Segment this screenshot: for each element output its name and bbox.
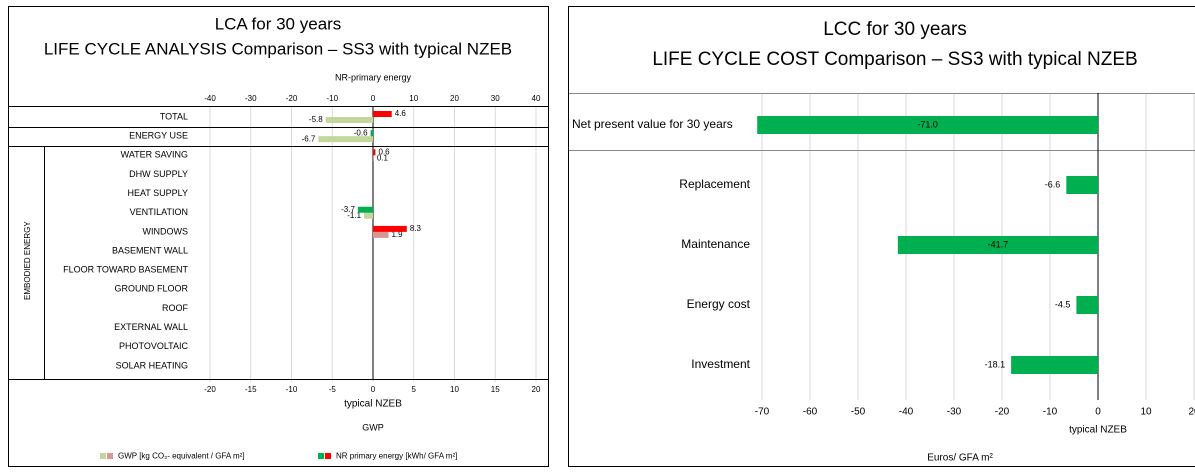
bar <box>373 231 389 238</box>
zero-label: typical NZEB <box>344 399 402 410</box>
bar <box>318 136 373 143</box>
legend-swatch <box>318 453 324 459</box>
value-label: -4.5 <box>1055 299 1071 309</box>
x2-tick-label: 20 <box>450 94 459 103</box>
x2-tick-label: -10 <box>326 94 338 103</box>
value-label: -3.7 <box>341 205 355 214</box>
zero-label: typical NZEB <box>1069 425 1127 436</box>
x-tick-label: -10 <box>1043 407 1058 418</box>
x-tick-label: -5 <box>329 385 337 394</box>
lcc-panel <box>568 6 1195 467</box>
x-tick-label: -50 <box>851 407 866 418</box>
bar <box>357 206 373 213</box>
x-tick-label: 20 <box>1188 407 1195 418</box>
bar <box>370 130 373 137</box>
category-label: VENTILATION <box>130 207 188 217</box>
category-label: GROUND FLOOR <box>114 284 188 294</box>
bar <box>1066 176 1098 194</box>
category-label: FLOOR TOWARD BASEMENT <box>63 265 188 275</box>
category-label: Investment <box>691 357 750 371</box>
x2-tick-label: 30 <box>491 94 500 103</box>
value-label: 0.1 <box>377 153 389 162</box>
category-label: ENERGY USE <box>129 131 188 141</box>
value-label: -6.6 <box>1045 179 1061 189</box>
bar <box>897 236 1098 254</box>
legend-label: GWP [kg CO₂- equivalent / GFA m²] <box>118 452 245 461</box>
x-tick-label: 0 <box>371 385 376 394</box>
bar <box>1076 296 1098 314</box>
x2-axis-label: NR-primary energy <box>335 72 412 82</box>
lca-chart: LCA for 30 years LIFE CYCLE ANALYSIS Comp… <box>8 14 548 461</box>
bar <box>373 155 374 162</box>
value-label: 8.3 <box>410 224 422 233</box>
x-tick-label: 5 <box>412 385 417 394</box>
category-label: Replacement <box>679 177 750 191</box>
value-label: 0.6 <box>378 147 390 156</box>
category-label: EXTERNAL WALL <box>114 322 188 332</box>
x-tick-label: -20 <box>995 407 1010 418</box>
category-label: WINDOWS <box>143 226 189 236</box>
category-label: TOTAL <box>160 111 188 121</box>
chart-subtitle: LIFE CYCLE COST Comparison – SS3 with ty… <box>652 49 1137 70</box>
value-label: -6.7 <box>302 134 316 143</box>
value-label: -0.6 <box>354 128 368 137</box>
value-label: -18.1 <box>985 359 1006 369</box>
value-label: -41.7 <box>988 239 1009 249</box>
bar <box>373 149 376 156</box>
lcc-chart: LCC for 30 years LIFE CYCLE COST Comparis… <box>569 19 1195 464</box>
legend-label: NR primary energy [kWh/ GFA m²] <box>336 452 457 461</box>
chart-title: LCA for 30 years <box>215 14 342 33</box>
x-tick-label: 10 <box>450 385 459 394</box>
category-label: Maintenance <box>681 237 750 251</box>
value-label: -71.0 <box>917 119 938 129</box>
x-tick-label: -20 <box>204 385 216 394</box>
bar <box>373 225 407 232</box>
x-tick-label: -10 <box>286 385 298 394</box>
x2-tick-label: 0 <box>371 94 376 103</box>
category-label: HEAT SUPPLY <box>127 188 188 198</box>
x2-tick-label: -30 <box>245 94 257 103</box>
category-label: DHW SUPPLY <box>129 169 188 179</box>
x-tick-label: 20 <box>532 385 541 394</box>
x-tick-label: -15 <box>245 385 257 394</box>
bar <box>757 116 1098 134</box>
x-tick-label: -30 <box>947 407 962 418</box>
x-tick-label: 0 <box>1095 407 1101 418</box>
x2-tick-label: -20 <box>286 94 298 103</box>
chart-title: LCC for 30 years <box>823 19 967 40</box>
category-label: WATER SAVING <box>121 150 188 160</box>
lca-panel <box>8 6 549 467</box>
x-axis-label: Euros/ GFA m² <box>927 453 993 464</box>
value-label: -1.1 <box>347 211 361 220</box>
x-tick-label: 10 <box>1140 407 1152 418</box>
bar <box>373 111 392 117</box>
group-label: EMBODIED ENERGY <box>23 221 32 300</box>
x-tick-label: -60 <box>803 407 818 418</box>
x2-tick-label: 10 <box>409 94 418 103</box>
x-tick-label: -70 <box>755 407 770 418</box>
x-tick-label: -40 <box>899 407 914 418</box>
x2-tick-label: 40 <box>532 94 541 103</box>
legend-swatch <box>325 453 331 459</box>
value-label: -5.8 <box>309 115 323 124</box>
value-label: 4.6 <box>395 109 407 118</box>
bar <box>364 212 373 219</box>
value-label: 1.9 <box>391 230 403 239</box>
x-tick-label: 15 <box>491 385 500 394</box>
bar <box>325 117 373 123</box>
category-label: PHOTOVOLTAIC <box>119 341 189 351</box>
x2-tick-label: -40 <box>204 94 216 103</box>
category-label: Energy cost <box>687 297 751 311</box>
category-label: ROOF <box>162 303 189 313</box>
category-label: Net present value for 30 years <box>572 117 733 131</box>
x-axis-label: GWP <box>362 422 384 432</box>
chart-subtitle: LIFE CYCLE ANALYSIS Comparison – SS3 wit… <box>44 39 512 58</box>
legend-swatch <box>107 453 113 459</box>
bar <box>1011 356 1098 374</box>
category-label: SOLAR HEATING <box>116 360 188 370</box>
category-label: BASEMENT WALL <box>112 245 188 255</box>
legend-swatch <box>100 453 106 459</box>
